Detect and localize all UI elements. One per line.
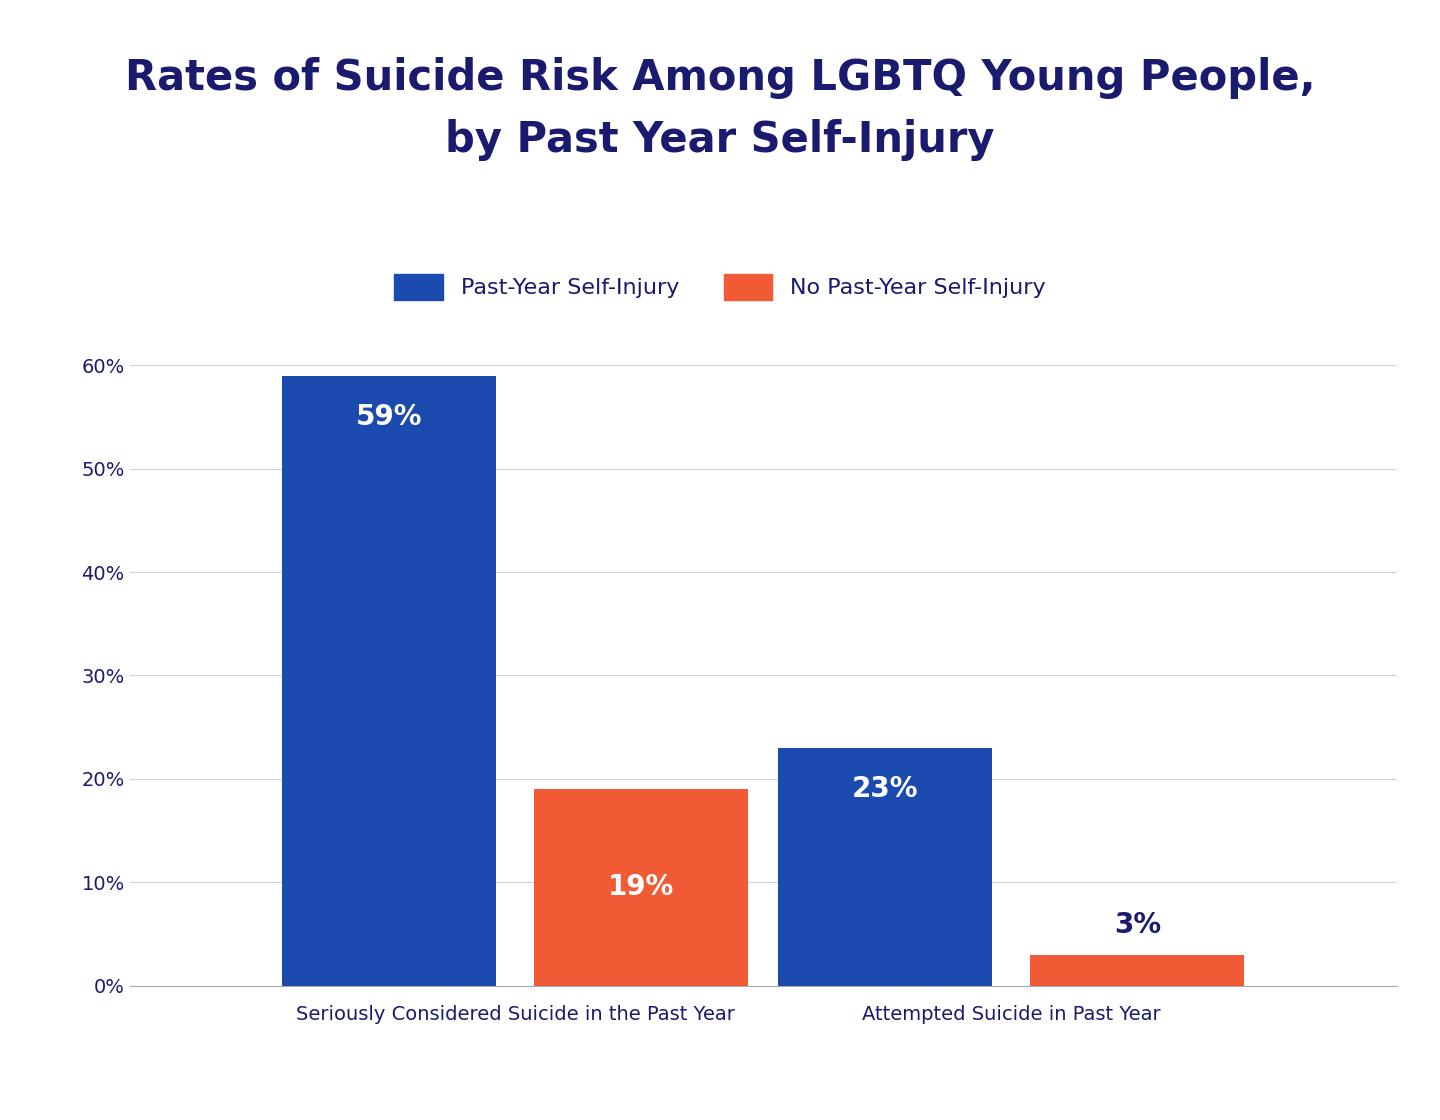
Text: 3%: 3% <box>1113 911 1161 939</box>
Text: 23%: 23% <box>852 775 919 803</box>
Text: 19%: 19% <box>608 874 674 902</box>
Bar <box>1031 954 1244 986</box>
Text: 59%: 59% <box>356 403 422 431</box>
Bar <box>534 790 747 986</box>
Text: Rates of Suicide Risk Among LGBTQ Young People,: Rates of Suicide Risk Among LGBTQ Young … <box>125 57 1315 100</box>
Legend: Past-Year Self-Injury, No Past-Year Self-Injury: Past-Year Self-Injury, No Past-Year Self… <box>383 263 1057 311</box>
Text: by Past Year Self-Injury: by Past Year Self-Injury <box>445 119 995 161</box>
Bar <box>282 375 495 986</box>
Bar <box>779 748 992 986</box>
